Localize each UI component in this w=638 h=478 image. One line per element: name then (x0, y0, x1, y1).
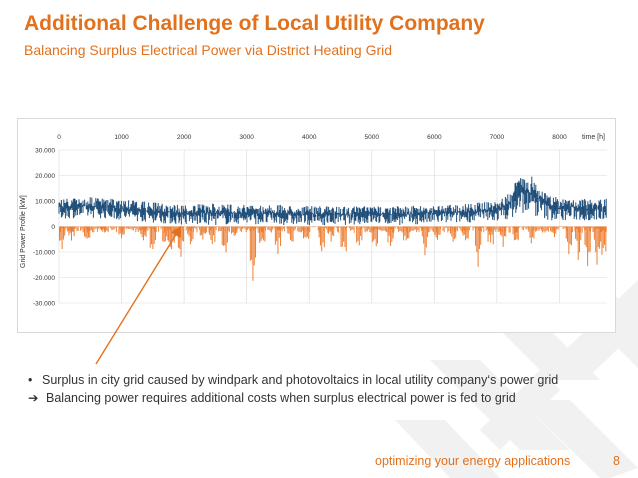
bullet-item: • Surplus in city grid caused by windpar… (28, 372, 618, 389)
bullet-text-surplus: Surplus in city grid caused by windpark … (42, 373, 559, 387)
y-axis-ticks: 30.000 20.000 10.000 0 -10.000 -20.000 -30.000 (33, 148, 55, 308)
y-tick-label: -10.000 (33, 250, 55, 257)
x-axis-ticks: 0 1000 2000 3000 4000 5000 6000 7000 8000 (57, 134, 567, 141)
bullet-dot-icon: • (28, 373, 33, 387)
y-tick-label: 10.000 (35, 199, 55, 206)
arrow-right-icon: ➔ (28, 391, 39, 405)
page-number: 8 (613, 454, 620, 468)
bullet-item: ➔ Balancing power requires additional co… (28, 390, 618, 407)
x-tick-label: 2000 (177, 134, 192, 141)
x-tick-label: 1000 (114, 134, 129, 141)
x-tick-label: 8000 (552, 134, 567, 141)
demand-series (58, 176, 607, 226)
slide-title: Additional Challenge of Local Utility Co… (24, 12, 485, 35)
chart-frame (17, 118, 616, 333)
x-tick-label: 6000 (427, 134, 442, 141)
footer-tagline: optimizing your energy applications (375, 454, 571, 468)
y-tick-label: -30.000 (33, 301, 55, 308)
bullet-list: • Surplus in city grid caused by windpar… (28, 372, 618, 407)
x-tick-label: 3000 (239, 134, 254, 141)
slide-subtitle: Balancing Surplus Electrical Power via D… (24, 42, 393, 58)
y-tick-label: 0 (51, 224, 55, 231)
x-tick-label: 4000 (302, 134, 317, 141)
y-tick-label: -20.000 (33, 275, 55, 282)
x-tick-label: 7000 (490, 134, 505, 141)
y-tick-label: 30.000 (35, 148, 55, 155)
x-tick-label: 5000 (365, 134, 380, 141)
y-axis-label: Grid Power Profile [kW] (20, 195, 27, 268)
y-tick-label: 20.000 (35, 173, 55, 180)
bullet-text-balancing: Balancing power requires additional cost… (46, 391, 516, 405)
x-axis-label: time [h] (582, 134, 605, 141)
x-tick-label: 0 (57, 134, 61, 141)
